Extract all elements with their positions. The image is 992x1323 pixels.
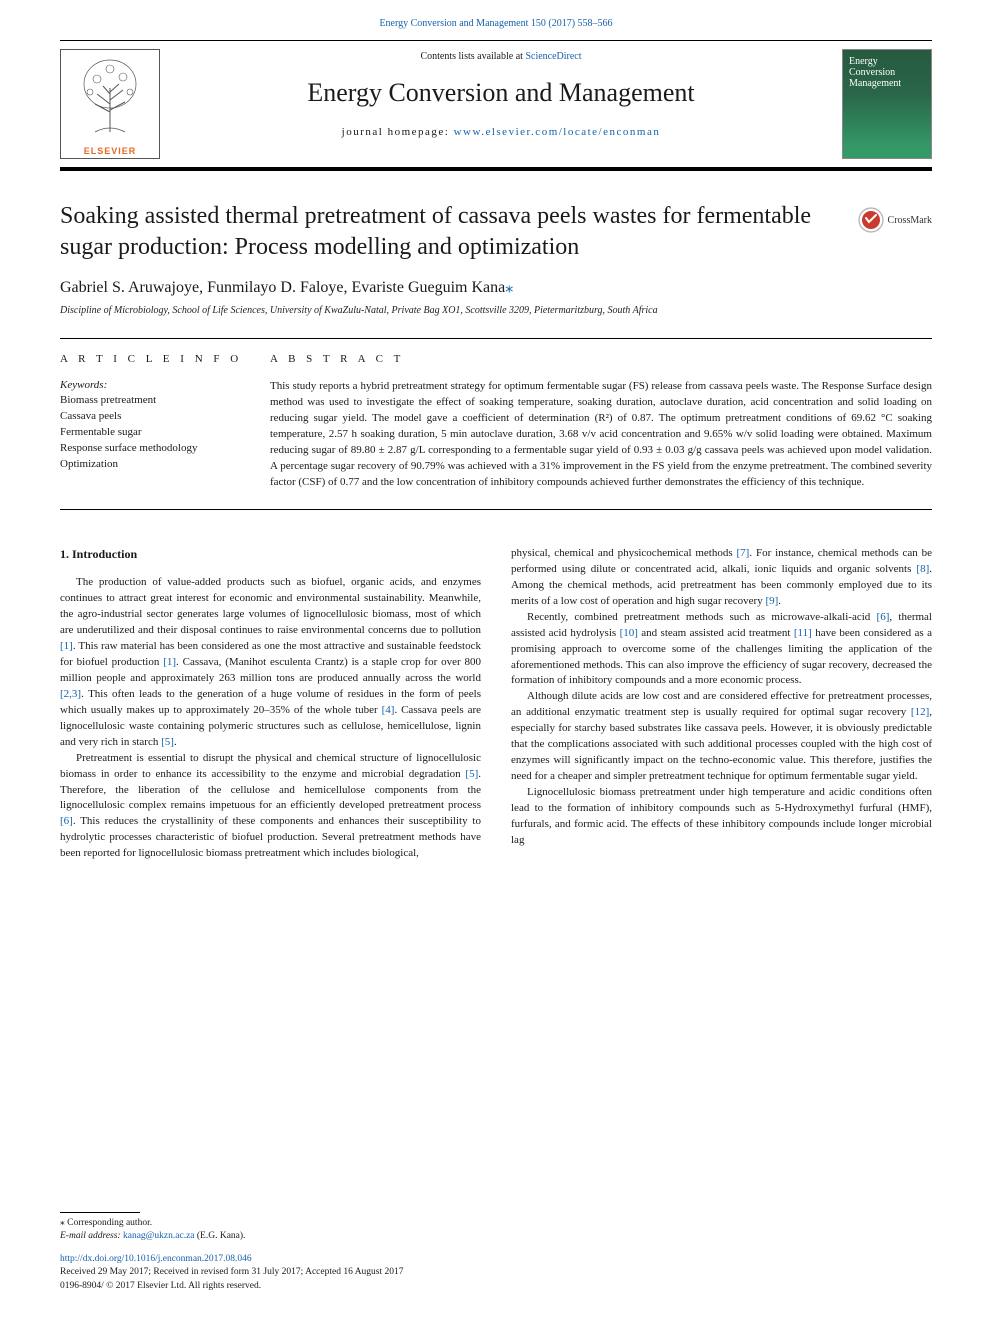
journal-homepage-link[interactable]: www.elsevier.com/locate/enconman <box>454 126 661 138</box>
email-attribution: (E.G. Kana). <box>195 1231 246 1241</box>
article-info-heading: A R T I C L E I N F O <box>60 353 250 365</box>
citation-link[interactable]: [4] <box>382 704 395 716</box>
abstract-heading: A B S T R A C T <box>270 353 932 365</box>
citation-link[interactable]: [5] <box>465 768 478 780</box>
body-paragraph: Pretreatment is essential to disrupt the… <box>60 751 481 863</box>
citation-link[interactable]: [2,3] <box>60 688 81 700</box>
citation-link[interactable]: [6] <box>877 611 890 623</box>
email-label: E-mail address: <box>60 1231 123 1241</box>
email-line: E-mail address: kanag@ukzn.ac.za (E.G. K… <box>60 1230 932 1243</box>
sciencedirect-link[interactable]: ScienceDirect <box>525 51 581 62</box>
keyword-item: Optimization <box>60 457 250 473</box>
crossmark-label: CrossMark <box>888 215 932 226</box>
affiliation: Discipline of Microbiology, School of Li… <box>60 305 932 316</box>
page-footer: ⁎ Corresponding author. E-mail address: … <box>60 1212 932 1293</box>
body-paragraph: Lignocellulosic biomass pretreatment und… <box>511 785 932 849</box>
elsevier-logo[interactable]: ELSEVIER <box>60 49 160 159</box>
abstract-text: This study reports a hybrid pretreatment… <box>270 379 932 491</box>
homepage-prefix: journal homepage: <box>342 126 454 138</box>
body-paragraph: physical, chemical and physicochemical m… <box>511 546 932 610</box>
keyword-item: Cassava peels <box>60 409 250 425</box>
citation-link[interactable]: [12] <box>911 706 929 718</box>
citation-link[interactable]: [8] <box>916 563 929 575</box>
citation-link[interactable]: [7] <box>737 547 750 559</box>
body-paragraph: Recently, combined pretreatment methods … <box>511 610 932 690</box>
left-column: 1. Introduction The production of value-… <box>60 546 481 862</box>
footnote-rule <box>60 1212 140 1213</box>
crossmark-icon <box>858 207 884 233</box>
keyword-item: Response surface methodology <box>60 441 250 457</box>
section-heading-introduction: 1. Introduction <box>60 546 481 563</box>
author-line: Gabriel S. Aruwajoye, Funmilayo D. Faloy… <box>60 277 932 297</box>
doi-link[interactable]: http://dx.doi.org/10.1016/j.enconman.201… <box>60 1254 252 1264</box>
citation-link[interactable]: [1] <box>163 656 176 668</box>
body-paragraph: Although dilute acids are low cost and a… <box>511 689 932 785</box>
author-email-link[interactable]: kanag@ukzn.ac.za <box>123 1231 195 1241</box>
citation-link[interactable]: [11] <box>794 627 812 639</box>
elsevier-tree-icon <box>75 54 145 134</box>
citation-link[interactable]: [5] <box>161 736 174 748</box>
header-citation-link[interactable]: Energy Conversion and Management 150 (20… <box>379 18 612 29</box>
corresponding-author-mark[interactable]: ⁎ <box>505 279 513 296</box>
citation-link[interactable]: [6] <box>60 815 73 827</box>
corresponding-author-footnote: ⁎ Corresponding author. <box>60 1217 932 1230</box>
journal-header: ELSEVIER Contents lists available at Sci… <box>60 40 932 171</box>
citation-link[interactable]: [1] <box>60 640 73 652</box>
journal-name: Energy Conversion and Management <box>170 78 832 108</box>
author-names: Gabriel S. Aruwajoye, Funmilayo D. Faloy… <box>60 279 505 296</box>
body-columns: 1. Introduction The production of value-… <box>60 546 932 862</box>
copyright-line: 0196-8904/ © 2017 Elsevier Ltd. All righ… <box>60 1280 932 1293</box>
keywords-label: Keywords: <box>60 379 250 391</box>
citation-link[interactable]: [10] <box>620 627 638 639</box>
journal-cover-thumbnail[interactable]: Energy Conversion Management <box>842 49 932 159</box>
crossmark-badge[interactable]: CrossMark <box>858 207 932 233</box>
publisher-name: ELSEVIER <box>84 146 137 156</box>
keywords-list: Biomass pretreatment Cassava peels Ferme… <box>60 393 250 473</box>
article-title: Soaking assisted thermal pretreatment of… <box>60 201 838 263</box>
contents-prefix: Contents lists available at <box>420 51 525 62</box>
cover-title: Energy Conversion Management <box>849 56 925 89</box>
article-history: Received 29 May 2017; Received in revise… <box>60 1266 932 1279</box>
keyword-item: Fermentable sugar <box>60 425 250 441</box>
right-column: physical, chemical and physicochemical m… <box>511 546 932 862</box>
keyword-item: Biomass pretreatment <box>60 393 250 409</box>
body-paragraph: The production of value-added products s… <box>60 575 481 750</box>
citation-link[interactable]: [9] <box>765 595 778 607</box>
contents-available-line: Contents lists available at ScienceDirec… <box>170 51 832 62</box>
